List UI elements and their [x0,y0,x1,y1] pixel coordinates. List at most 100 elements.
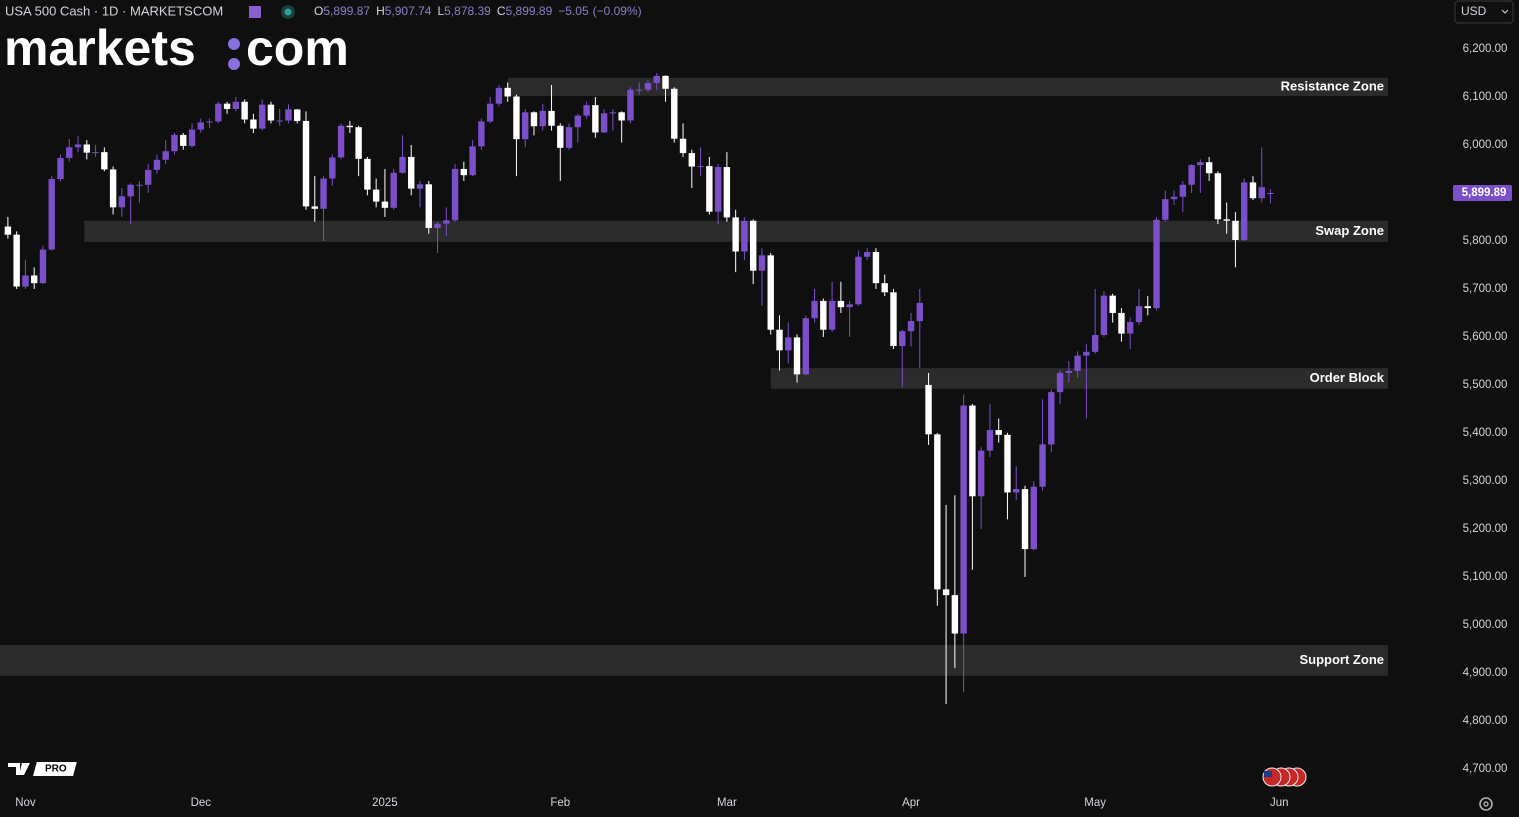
candle-body [636,89,643,91]
candle-body [793,337,801,375]
candle-body [486,103,494,122]
y-tick-label: 6,000.00 [1463,139,1508,151]
ohlc-values: O5,899.87 H5,907.74 L5,878.39 C5,899.89 −5.0… [314,4,642,18]
logo-text: com [246,20,349,76]
candle-body [425,184,432,228]
settings-icon[interactable] [1479,797,1493,811]
zone-label: Support Zone [1300,652,1385,667]
candle-body [881,283,888,293]
change-percent: (−0.09%) [593,4,642,18]
candle-body [592,105,599,133]
candle-body [951,595,959,634]
candle-body [1004,434,1011,493]
candle-body [530,112,538,127]
y-tick-label: 5,000.00 [1463,619,1508,631]
candle-body [671,88,678,139]
x-tick-label: Jun [1270,797,1289,809]
x-tick-label: Mar [717,797,737,809]
candle-body [92,152,99,154]
candle-body [469,146,476,176]
logo-dot [228,58,240,70]
candle-body [802,318,809,375]
candle-body [644,83,652,90]
candle-body [1083,351,1090,356]
candle-body [969,405,976,497]
candle-body [1144,306,1151,309]
candle-body [618,112,625,121]
candle-body [828,300,836,330]
candle-body [1030,486,1037,550]
candle-body [1153,219,1160,309]
candle-body [714,167,722,212]
candle-body [162,151,169,160]
candle-body [4,226,12,235]
y-tick-label: 5,500.00 [1463,379,1508,391]
candle-body [1013,489,1020,493]
candle-body [180,134,187,146]
candle-body [1135,306,1143,323]
candle-body [522,112,529,140]
candle-body [1188,165,1195,185]
tv-badge-bg [33,762,77,776]
candle-body [1267,192,1274,194]
candle-body [1197,162,1204,166]
logo-text: markets [4,20,196,76]
zone [0,645,1389,676]
candle-body [153,159,161,170]
candle-body [1056,372,1064,393]
candle-body [1065,371,1073,373]
candle-body [320,178,327,209]
candle-body [443,220,450,224]
candle-body [1074,355,1081,372]
candle-body [276,120,283,122]
candle-body [513,96,520,140]
y-tick-label: 6,100.00 [1463,91,1508,103]
x-tick-label: May [1084,797,1106,809]
candle-body [504,87,511,97]
candle-body [1258,187,1265,199]
candle-body [995,430,1002,435]
y-tick-label: 5,400.00 [1463,427,1508,439]
candle-body [1249,182,1257,199]
last-price-label: 5,899.89 [1462,187,1507,199]
candle-body [925,384,932,435]
candle-body [942,589,950,596]
x-tick-label: Dec [191,797,212,809]
candle-body [934,434,941,590]
candle-body [723,167,731,218]
candle-body [1179,184,1187,197]
candle-body [223,103,231,109]
candle-body [855,256,862,305]
candle-body [188,129,196,146]
status-dot [284,8,292,16]
candle-body [706,166,713,212]
candle-body [285,109,292,121]
candle-body [1039,444,1046,487]
candle-body [653,75,660,84]
candle-body [1223,219,1230,221]
candle-body [557,125,564,148]
candle-body [39,249,47,284]
candle-body [399,156,406,173]
y-tick-label: 5,600.00 [1463,331,1508,343]
candle-body [1170,196,1178,200]
candle-body [732,217,739,252]
x-tick-label: Apr [902,797,920,809]
candle-body [548,110,555,126]
currency-dropdown[interactable] [1454,0,1514,24]
events-icon[interactable] [1262,767,1307,787]
candle-body [22,275,29,287]
candle-body [372,189,380,202]
candle-body [627,89,634,121]
candle-body [206,121,213,123]
candle-body [232,101,240,109]
candle-body [13,234,20,287]
candle-body [311,206,318,209]
candle-body [118,196,126,208]
candle-body [1241,182,1248,240]
candle-body [136,184,143,186]
candle-body [688,153,696,167]
candle-body [609,112,617,114]
candle-body [294,109,301,121]
